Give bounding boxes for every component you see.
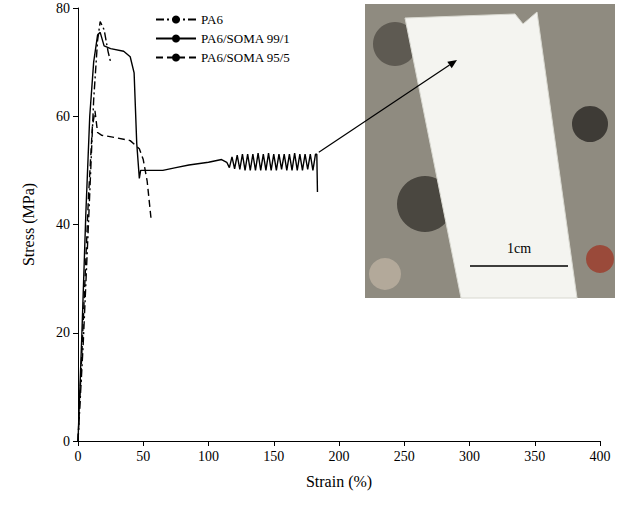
svg-text:PA6/SOMA 95/5: PA6/SOMA 95/5 [201,50,290,65]
svg-text:Stress (MPa): Stress (MPa) [20,183,38,266]
svg-text:0: 0 [75,449,82,464]
svg-text:150: 150 [263,449,284,464]
svg-text:50: 50 [136,449,150,464]
svg-text:PA6: PA6 [201,12,223,27]
svg-text:300: 300 [459,449,480,464]
svg-text:400: 400 [590,449,611,464]
svg-text:0: 0 [63,434,70,449]
svg-text:40: 40 [56,217,70,232]
svg-text:60: 60 [56,109,70,124]
svg-text:PA6/SOMA 99/1: PA6/SOMA 99/1 [201,31,290,46]
svg-text:350: 350 [524,449,545,464]
svg-text:20: 20 [56,325,70,340]
svg-text:200: 200 [329,449,350,464]
svg-text:250: 250 [394,449,415,464]
svg-text:80: 80 [56,1,70,16]
svg-text:Strain (%): Strain (%) [306,473,372,491]
svg-text:100: 100 [198,449,219,464]
svg-text:1cm: 1cm [507,241,531,256]
